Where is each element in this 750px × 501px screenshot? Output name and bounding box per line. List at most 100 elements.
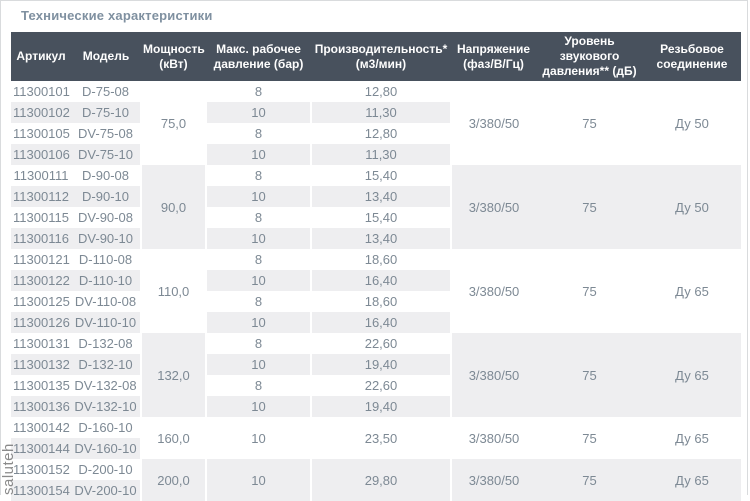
cell-noise-level: 75 — [536, 81, 643, 165]
cell-capacity: 18,60 — [311, 249, 452, 270]
table-row: 11300105 DV-75-08 8 12,80 — [11, 123, 741, 144]
column-header-6: Уровень звукового давления** (дБ) — [536, 32, 643, 81]
cell-connection: Ду 65 — [643, 417, 741, 459]
cell-capacity: 12,80 — [311, 123, 452, 144]
cell-model: DV-200-10 — [71, 480, 142, 501]
cell-model: D-90-10 — [71, 186, 142, 207]
cell-pressure: 10 — [206, 186, 312, 207]
cell-capacity: 22,60 — [311, 333, 452, 354]
cell-connection: Ду 65 — [643, 249, 741, 333]
cell-voltage: 3/380/50 — [451, 417, 536, 459]
table-row: 11300131 D-132-08 132,0 8 22,60 3/380/50 75 Ду … — [11, 333, 741, 417]
cell-capacity: 13,40 — [311, 228, 452, 249]
cell-power: 200,0 — [141, 459, 207, 501]
cell-connection: Ду 50 — [643, 81, 741, 165]
cell-article: 11300112 — [11, 186, 71, 207]
cell-model: D-200-10 — [71, 459, 142, 480]
cell-article: 11300106 — [11, 144, 71, 165]
cell-model: DV-132-08 — [71, 375, 142, 396]
cell-model: DV-110-10 — [71, 312, 142, 333]
cell-model: DV-90-10 — [71, 228, 142, 249]
table-header-row: Артикул Модель Мощность (кВт) Макс. рабочее… — [11, 32, 741, 81]
cell-article: 11300142 — [11, 417, 71, 438]
cell-power: 110,0 — [141, 249, 207, 333]
table-row: 11300112 D-90-10 10 13,40 — [11, 186, 741, 207]
cell-voltage: 3/380/50 — [451, 165, 536, 249]
column-header-3: Макс. рабочее давление (бар) — [206, 32, 311, 81]
cell-article: 11300136 — [11, 396, 71, 417]
cell-article: 11300135 — [11, 375, 71, 396]
cell-noise-level: 75 — [536, 249, 643, 333]
specs-table: Артикул Модель Мощность (кВт) Макс. рабочее… — [11, 32, 741, 501]
cell-article: 11300102 — [11, 102, 71, 123]
cell-pressure: 8 — [206, 81, 312, 102]
cell-article: 11300132 — [11, 354, 71, 375]
column-header-1: Модель — [71, 32, 141, 81]
cell-capacity: 13,40 — [311, 186, 452, 207]
cell-model: D-132-10 — [71, 354, 142, 375]
cell-model: D-75-10 — [71, 102, 142, 123]
cell-voltage: 3/380/50 — [451, 459, 536, 501]
cell-model: DV-132-10 — [71, 396, 142, 417]
cell-capacity: 15,40 — [311, 165, 452, 186]
cell-model: D-132-08 — [71, 333, 142, 354]
cell-power: 75,0 — [141, 81, 207, 165]
cell-noise-level: 75 — [536, 417, 643, 459]
cell-pressure: 8 — [206, 165, 312, 186]
cell-power: 90,0 — [141, 165, 207, 249]
cell-pressure: 8 — [206, 333, 312, 354]
table-row: 11300136 DV-132-10 10 19,40 — [11, 396, 741, 417]
table-row: 11300135 DV-132-08 8 22,60 — [11, 375, 741, 396]
cell-voltage: 3/380/50 — [451, 249, 536, 333]
cell-article: 11300122 — [11, 270, 71, 291]
cell-capacity: 16,40 — [311, 312, 452, 333]
cell-model: D-90-08 — [71, 165, 142, 186]
table-row: 11300132 D-132-10 10 19,40 — [11, 354, 741, 375]
cell-model: DV-110-08 — [71, 291, 142, 312]
cell-capacity: 22,60 — [311, 375, 452, 396]
table-row: 11300101 D-75-08 75,0 8 12,80 3/380/50 75 Ду 50 — [11, 81, 741, 165]
page-title: Технические характеристики — [21, 8, 213, 23]
cell-article: 11300154 — [11, 480, 71, 501]
cell-pressure: 10 — [206, 417, 312, 459]
cell-pressure: 10 — [206, 459, 312, 501]
cell-voltage: 3/380/50 — [451, 81, 536, 165]
cell-model: D-160-10 — [71, 417, 142, 438]
table-row: 11300125 DV-110-08 8 18,60 — [11, 291, 741, 312]
cell-pressure: 8 — [206, 375, 312, 396]
cell-power: 160,0 — [141, 417, 207, 459]
table-row: 11300142 D-160-10 160,0 10 23,50 3/380/50 75 Ду… — [11, 417, 741, 459]
column-header-4: Производительность* (м3/мин) — [311, 32, 451, 81]
table-row: 11300152 D-200-10 200,0 10 29,80 3/380/50 75 Ду… — [11, 459, 741, 501]
cell-model: D-110-10 — [71, 270, 142, 291]
table-row: 11300102 D-75-10 10 11,30 — [11, 102, 741, 123]
table-row: 11300122 D-110-10 10 16,40 — [11, 270, 741, 291]
cell-pressure: 10 — [206, 102, 312, 123]
cell-connection: Ду 65 — [643, 459, 741, 501]
table-row: 11300144 DV-160-10 — [11, 438, 741, 459]
cell-article: 11300121 — [11, 249, 71, 270]
cell-pressure: 8 — [206, 291, 312, 312]
column-header-7: Резьбовое соединение — [643, 32, 741, 81]
cell-model: DV-75-10 — [71, 144, 142, 165]
cell-model: DV-75-08 — [71, 123, 142, 144]
cell-noise-level: 75 — [536, 459, 643, 501]
table-row: 11300115 DV-90-08 8 15,40 — [11, 207, 741, 228]
cell-capacity: 29,80 — [311, 459, 452, 501]
column-header-0: Артикул — [11, 32, 71, 81]
table-row: 11300116 DV-90-10 10 13,40 — [11, 228, 741, 249]
cell-capacity: 15,40 — [311, 207, 452, 228]
table-row: 11300126 DV-110-10 10 16,40 — [11, 312, 741, 333]
cell-article: 11300152 — [11, 459, 71, 480]
cell-pressure: 8 — [206, 123, 312, 144]
cell-article: 11300126 — [11, 312, 71, 333]
cell-pressure: 8 — [206, 249, 312, 270]
cell-capacity: 18,60 — [311, 291, 452, 312]
cell-article: 11300125 — [11, 291, 71, 312]
cell-article: 11300115 — [11, 207, 71, 228]
cell-power: 132,0 — [141, 333, 207, 417]
cell-model: DV-160-10 — [71, 438, 142, 459]
cell-noise-level: 75 — [536, 165, 643, 249]
cell-capacity: 19,40 — [311, 354, 452, 375]
